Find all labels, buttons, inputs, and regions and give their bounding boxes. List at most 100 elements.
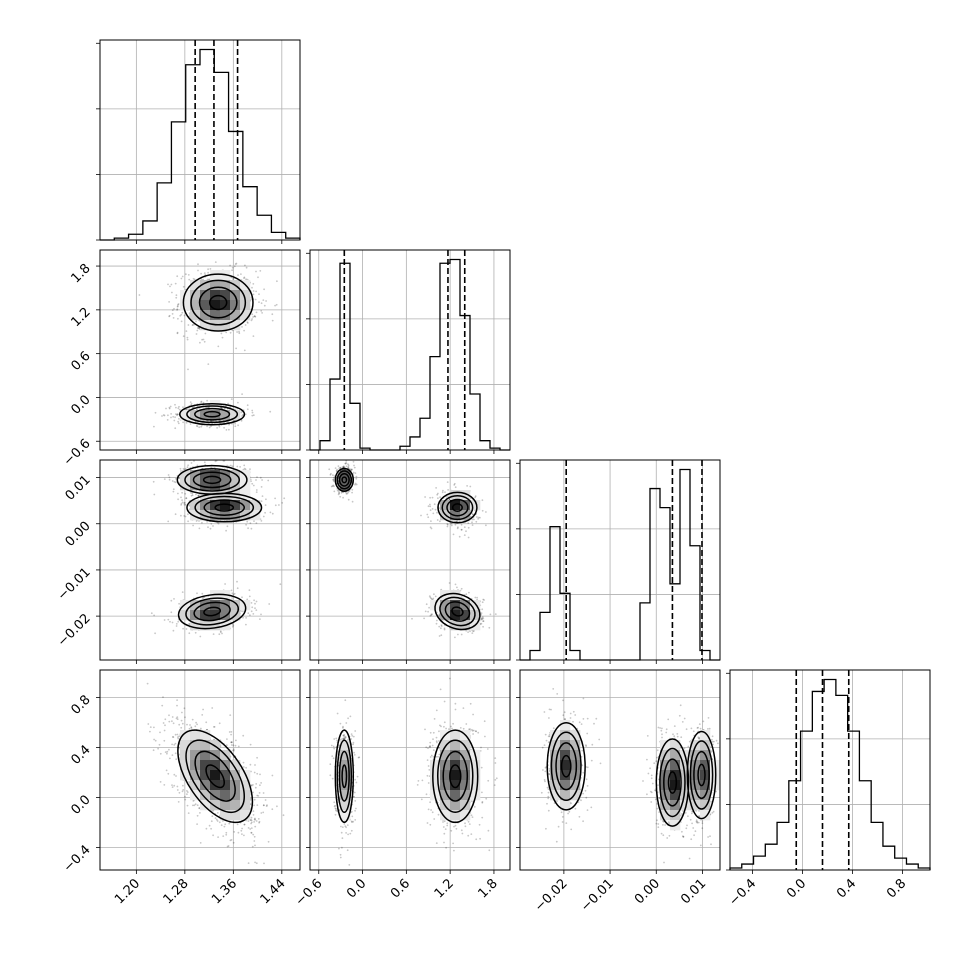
sample-point — [190, 492, 192, 494]
sample-point — [238, 332, 241, 335]
sample-point — [440, 624, 443, 626]
sample-point — [203, 461, 206, 464]
density-cell — [200, 320, 211, 331]
sample-point — [188, 623, 191, 625]
sample-point — [283, 497, 286, 500]
sample-point — [176, 413, 179, 416]
sample-point — [440, 625, 443, 627]
sample-point — [433, 593, 435, 596]
sample-point — [355, 483, 358, 486]
density-cell — [220, 280, 231, 291]
sample-point — [184, 492, 187, 495]
sample-point — [332, 484, 335, 487]
sample-point — [228, 822, 231, 825]
density-cell — [230, 410, 241, 421]
sample-point — [210, 820, 213, 823]
sample-point — [338, 467, 341, 470]
sample-point — [202, 338, 205, 341]
sample-point — [236, 587, 239, 590]
density-cell — [240, 290, 251, 301]
sample-point — [347, 463, 349, 465]
contour-line — [434, 592, 481, 631]
sample-point — [199, 341, 201, 344]
sample-point — [332, 477, 335, 479]
sample-point — [186, 793, 188, 796]
sample-point — [235, 262, 238, 265]
sample-point — [338, 492, 341, 494]
sample-point — [431, 613, 433, 616]
sample-point — [461, 596, 463, 598]
sample-point — [188, 632, 191, 635]
sample-point — [154, 411, 157, 414]
sample-point — [173, 307, 175, 310]
density-cell — [220, 500, 231, 511]
sample-point — [255, 290, 257, 293]
sample-point — [206, 278, 209, 281]
sample-point — [429, 526, 432, 529]
sample-point — [330, 485, 333, 488]
sample-point — [436, 519, 439, 521]
sample-point — [223, 825, 226, 828]
sample-point — [245, 617, 248, 619]
sample-point — [454, 523, 457, 526]
sample-point — [153, 493, 156, 496]
contour-line — [437, 491, 478, 524]
sample-point — [281, 502, 284, 504]
contour-line — [198, 286, 238, 319]
sample-point — [353, 464, 355, 467]
sample-point — [231, 741, 233, 744]
hist-panel-3 — [726, 669, 931, 874]
sample-point — [171, 716, 174, 718]
sample-point — [223, 426, 226, 429]
sample-point — [176, 414, 178, 417]
sample-point — [225, 529, 228, 532]
sample-point — [482, 620, 485, 622]
sample-point — [175, 717, 178, 720]
sample-point — [253, 520, 255, 522]
sample-point — [429, 503, 431, 506]
sample-point — [454, 636, 456, 639]
sample-point — [175, 294, 178, 297]
sample-point — [473, 630, 475, 632]
sample-point — [246, 520, 249, 523]
sample-point — [458, 535, 461, 538]
density-cell — [190, 600, 201, 611]
sample-point — [437, 492, 439, 495]
sample-point — [167, 474, 170, 476]
sample-point — [172, 722, 175, 725]
density-cell — [180, 410, 191, 421]
sample-point — [243, 276, 246, 279]
sample-point — [200, 425, 203, 428]
density-cell — [220, 310, 231, 321]
sample-point — [432, 597, 435, 600]
contour-line — [186, 492, 263, 523]
sample-point — [259, 476, 262, 479]
sample-point — [246, 322, 249, 324]
sample-point — [254, 817, 256, 820]
sample-point — [210, 522, 213, 525]
sample-point — [237, 745, 240, 748]
sample-point — [210, 827, 213, 830]
sample-point — [444, 491, 446, 493]
sample-point — [344, 462, 347, 465]
sample-point — [250, 602, 253, 604]
sample-point — [180, 502, 183, 505]
sample-point — [246, 321, 249, 323]
sample-point — [255, 270, 257, 273]
sample-point — [249, 614, 251, 617]
sample-point — [251, 414, 254, 417]
sample-point — [336, 489, 339, 492]
sample-point — [269, 511, 272, 514]
sample-point — [451, 522, 453, 525]
sample-point — [237, 424, 240, 427]
sample-point — [333, 490, 336, 493]
sample-point — [351, 500, 354, 503]
sample-point — [186, 336, 189, 339]
sample-point — [221, 632, 223, 635]
sample-point — [430, 614, 433, 617]
sample-point — [251, 482, 254, 485]
hist-panel-2 — [516, 459, 721, 664]
density-cell — [240, 500, 251, 511]
sample-point — [197, 326, 200, 329]
sample-point — [231, 623, 234, 626]
